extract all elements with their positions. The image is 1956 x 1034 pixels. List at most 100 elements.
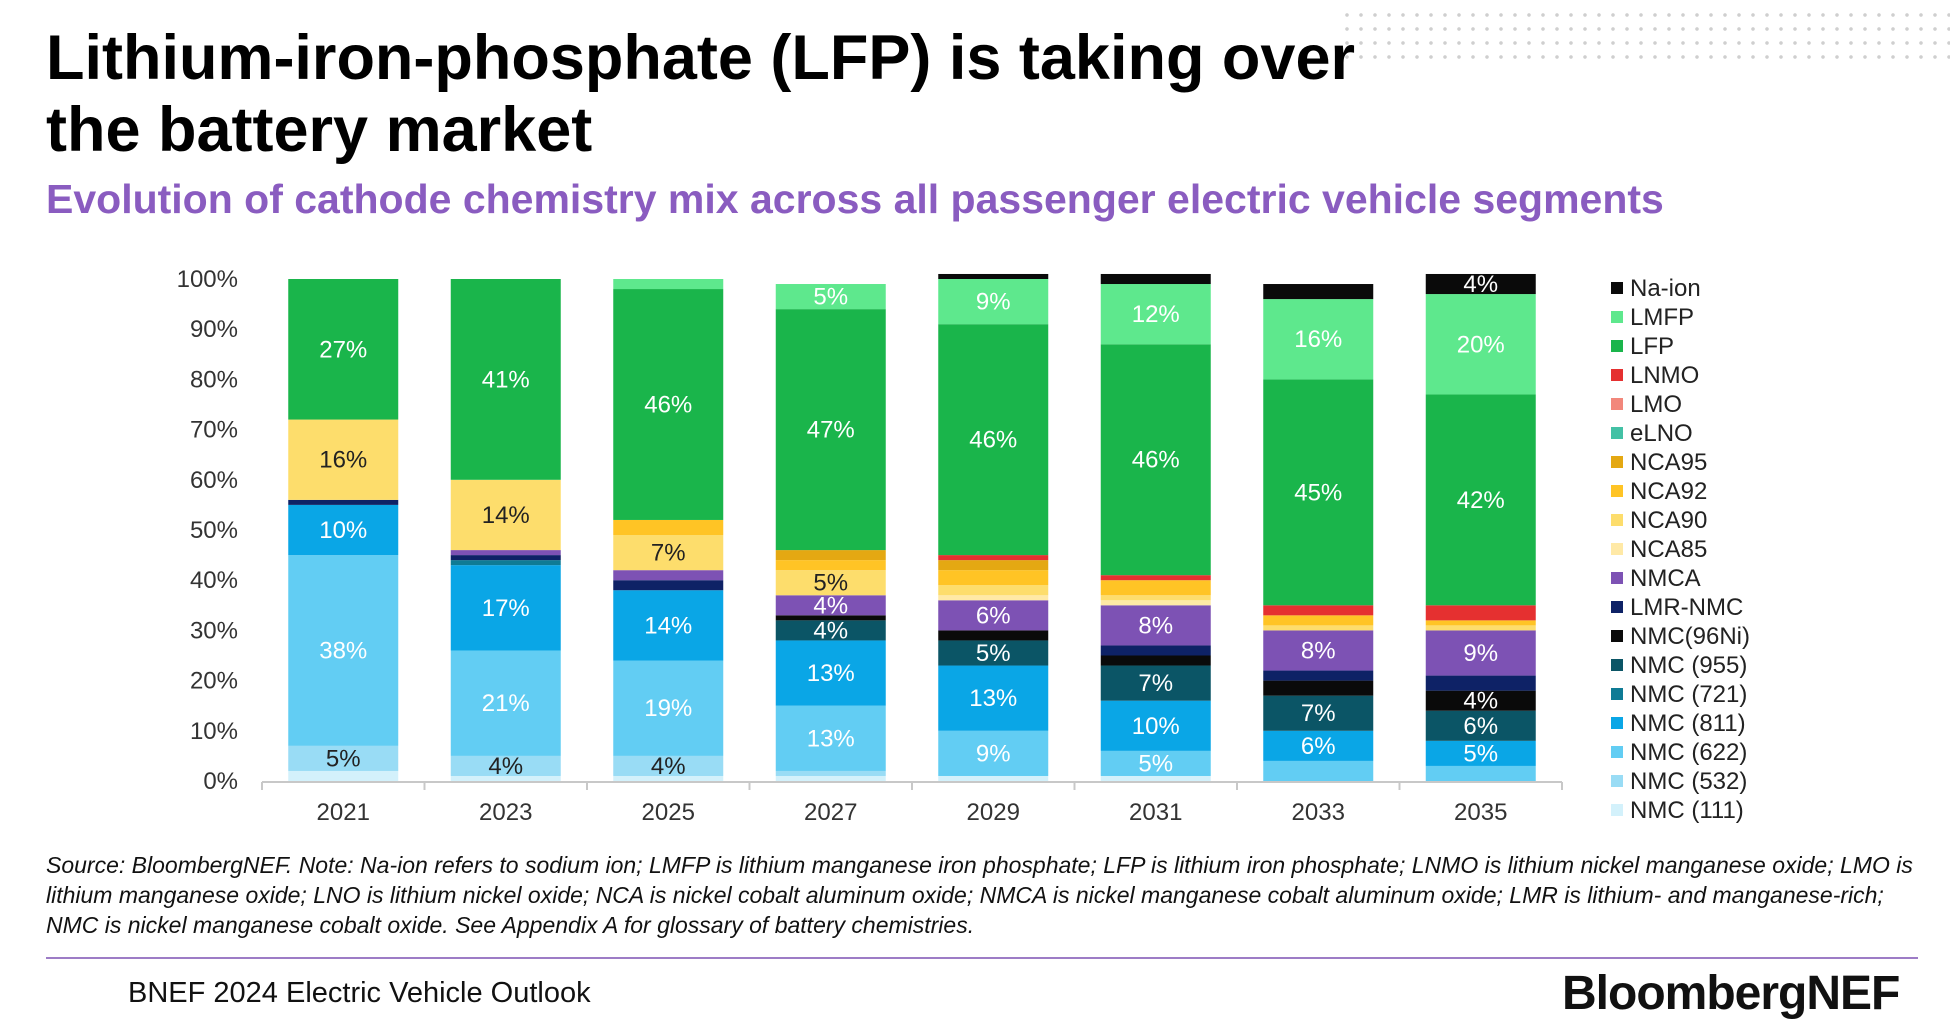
data-label: 41%: [482, 366, 530, 393]
data-label: 38%: [319, 637, 367, 664]
data-label: 13%: [969, 685, 1017, 712]
bar-segment: [613, 580, 724, 591]
legend-label: NMC (532): [1630, 768, 1747, 795]
bar-segment: [938, 640, 1049, 666]
data-label: 14%: [644, 612, 692, 639]
bar-segment: [775, 705, 886, 771]
legend-label: NMCA: [1630, 565, 1701, 592]
bar-segment: [613, 755, 724, 776]
bar-segment: [450, 775, 561, 781]
bar-segment: [1425, 394, 1536, 606]
bar-stack-2027: 13%13%4%4%5%47%5%: [775, 284, 886, 781]
footer-divider: [46, 957, 1918, 959]
legend-swatch: [1611, 688, 1623, 700]
bar-segment: [1425, 740, 1536, 766]
data-label: 5%: [976, 640, 1011, 667]
data-label: 8%: [1301, 637, 1336, 664]
bar-stack-2021: 5% 38% 10% 16% 27%: [288, 279, 399, 781]
data-label: 7%: [651, 540, 686, 567]
bar-segment: [1100, 344, 1211, 576]
bar-segment: [613, 279, 724, 290]
bar-segment: [1263, 680, 1374, 696]
data-label: 13%: [807, 725, 855, 752]
data-label: 42%: [1457, 487, 1505, 514]
x-tick-label: 2035: [1454, 799, 1507, 826]
legend-label: LMO: [1630, 391, 1682, 418]
bar-segment: [288, 770, 399, 781]
legend-swatch: [1611, 804, 1623, 816]
legend-label: LMR-NMC: [1630, 594, 1743, 621]
bar-stack-2035: 5%6%4%9%42%20%4%: [1425, 271, 1536, 781]
bar-segment: [288, 745, 399, 771]
y-tick-label: 100%: [177, 266, 238, 293]
bar-segment: [450, 555, 561, 561]
bar-stack-2033: 6% 7% 8% 45% 16%: [1263, 284, 1374, 781]
bar-segment: [613, 775, 724, 781]
legend-label: LMFP: [1630, 304, 1694, 331]
bar-segment: [1263, 284, 1374, 300]
bar-segment: [775, 560, 886, 571]
bar-segment: [1263, 630, 1374, 671]
bar-stack-2031: 5% 10% 7% 8% 46% 12%: [1100, 273, 1211, 781]
legend-label: Na-ion: [1630, 275, 1701, 302]
bar-segment: [1263, 299, 1374, 380]
legend-swatch: [1611, 485, 1623, 497]
bar-segment: [1100, 665, 1211, 701]
legend-label: NMC (622): [1630, 739, 1747, 766]
bar-segment: [1100, 605, 1211, 646]
bar-segment: [938, 555, 1049, 561]
x-tick-label: 2025: [642, 799, 695, 826]
bar-segment: [938, 600, 1049, 631]
bar-segment: [1425, 625, 1536, 631]
data-label: 4%: [1463, 271, 1498, 298]
legend-swatch: [1611, 427, 1623, 439]
bar-segment: [775, 640, 886, 706]
bar-segment: [613, 570, 724, 581]
bar-segment: [450, 755, 561, 776]
data-label: 13%: [807, 660, 855, 687]
legend-swatch: [1611, 630, 1623, 642]
bar-segment: [1100, 284, 1211, 345]
legend-swatch: [1611, 775, 1623, 787]
bar-segment: [1425, 690, 1536, 711]
bar-stack-2025: 4% 19% 14% 7% 46%: [613, 279, 724, 781]
bar-segment: [450, 650, 561, 756]
bar-segment: [1263, 379, 1374, 606]
bar-stack-2029: 9% 13% 5% 6% 46% 9%: [938, 273, 1049, 781]
bar-segment: [775, 550, 886, 561]
data-label: 46%: [1132, 447, 1180, 474]
bar-segment: [450, 279, 561, 480]
data-label: 46%: [969, 427, 1017, 454]
bar-segment: [938, 279, 1049, 325]
data-label: 16%: [1294, 326, 1342, 353]
bar-segment: [1425, 273, 1536, 295]
bar-segment: [775, 570, 886, 596]
bar-segment: [1263, 730, 1374, 761]
report-name: BNEF 2024 Electric Vehicle Outlook: [128, 977, 591, 1009]
data-label: 45%: [1294, 479, 1342, 506]
stacked-bar-chart: 0% 10% 20% 30% 40% 50% 60% 70% 80% 90% 100% 5% 38% 1…: [177, 266, 1750, 826]
bar-segment: [450, 550, 561, 556]
data-label: 8%: [1138, 612, 1173, 639]
bar-segment: [613, 590, 724, 661]
legend-label: NMC (721): [1630, 681, 1747, 708]
bar-segment: [775, 770, 886, 776]
x-tick-label: 2033: [1292, 799, 1345, 826]
bar-segment: [450, 565, 561, 651]
data-label: 5%: [813, 284, 848, 311]
bar-segment: [288, 504, 399, 556]
bar-segment: [1425, 675, 1536, 691]
legend-swatch: [1611, 601, 1623, 613]
bar-segment: [450, 560, 561, 566]
y-tick-label: 40%: [190, 567, 238, 594]
y-tick-label: 60%: [190, 467, 238, 494]
legend-swatch: [1611, 717, 1623, 729]
data-label: 6%: [976, 602, 1011, 629]
data-label: 5%: [1138, 750, 1173, 777]
y-tick-label: 70%: [190, 417, 238, 444]
x-tick-label: 2031: [1129, 799, 1182, 826]
y-tick-label: 50%: [190, 517, 238, 544]
y-tick-label: 90%: [190, 316, 238, 343]
bar-stacks: 5% 38% 10% 16% 27% 4% 21% 17% 14% 41% 4% 19% 14% 7% 46…: [288, 271, 1536, 781]
bar-segment: [613, 519, 724, 536]
